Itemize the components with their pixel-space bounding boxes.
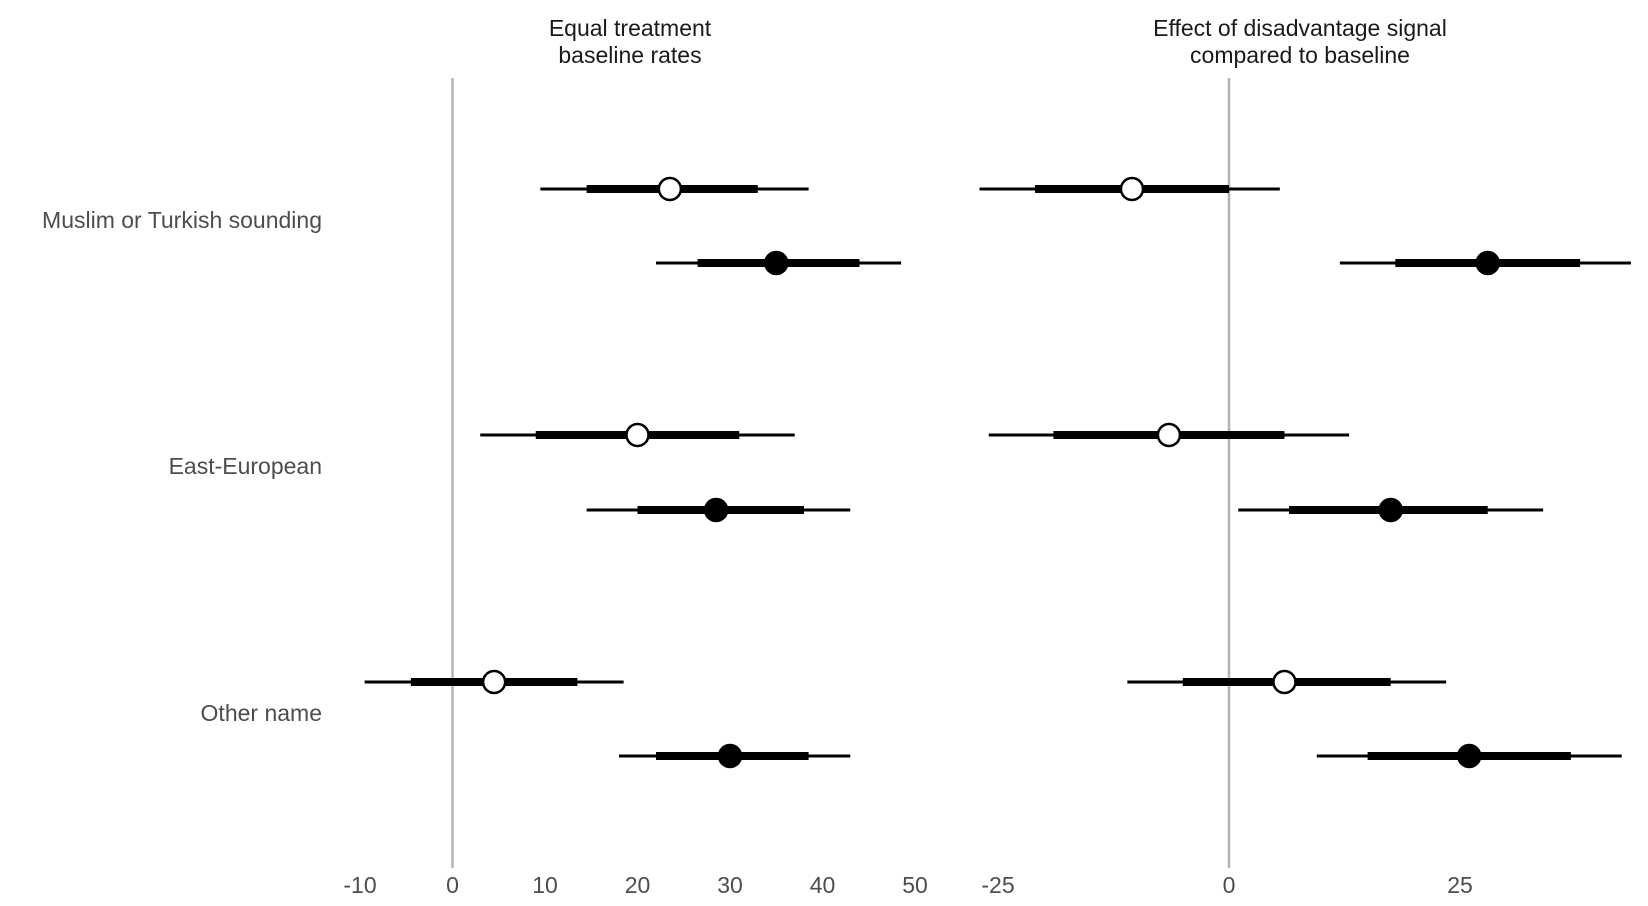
point-estimate-open	[625, 422, 650, 448]
disadvantage-effect-panel: Effect of disadvantage signal compared to…	[979, 15, 1631, 898]
x-tick-label: 0	[1223, 872, 1236, 898]
point-estimate-filled	[703, 497, 729, 523]
x-tick-label: -25	[981, 872, 1014, 898]
category-labels: Muslim or Turkish sounding East-European O…	[42, 207, 322, 726]
x-tick-label: 30	[717, 872, 743, 898]
panel-title: Effect of disadvantage signal compared to…	[1153, 15, 1447, 68]
category-label-other-name: Other name	[201, 700, 322, 726]
category-label-east-european: East-European	[169, 453, 322, 479]
point-estimate-filled	[1378, 497, 1403, 523]
category-label-muslim-or-turkish-sounding: Muslim or Turkish sounding	[42, 207, 322, 233]
panel-title: Equal treatment baseline rates	[549, 15, 712, 68]
x-tick-label: 40	[810, 872, 836, 898]
baseline-rates-panel: Equal treatment baseline rates -10 0 10 20 30 4…	[343, 15, 927, 898]
x-tick-label: 10	[532, 872, 558, 898]
point-estimate-open	[1272, 669, 1297, 695]
x-tick-label: 20	[625, 872, 651, 898]
point-estimate-filled	[1475, 250, 1500, 276]
x-tick-label: 25	[1447, 872, 1473, 898]
point-estimate-open	[657, 176, 683, 202]
point-estimate-filled	[717, 743, 743, 769]
x-tick-label: 50	[902, 872, 928, 898]
point-estimate-filled	[764, 250, 789, 276]
point-estimate-open	[1156, 422, 1182, 448]
point-estimate-filled	[1456, 743, 1482, 769]
point-estimate-open	[481, 669, 507, 695]
x-tick-label: -10	[343, 872, 376, 898]
point-estimate-open	[1119, 176, 1145, 202]
x-tick-label: 0	[446, 872, 459, 898]
